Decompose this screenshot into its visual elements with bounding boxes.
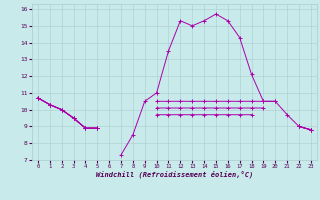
X-axis label: Windchill (Refroidissement éolien,°C): Windchill (Refroidissement éolien,°C) [96, 171, 253, 178]
